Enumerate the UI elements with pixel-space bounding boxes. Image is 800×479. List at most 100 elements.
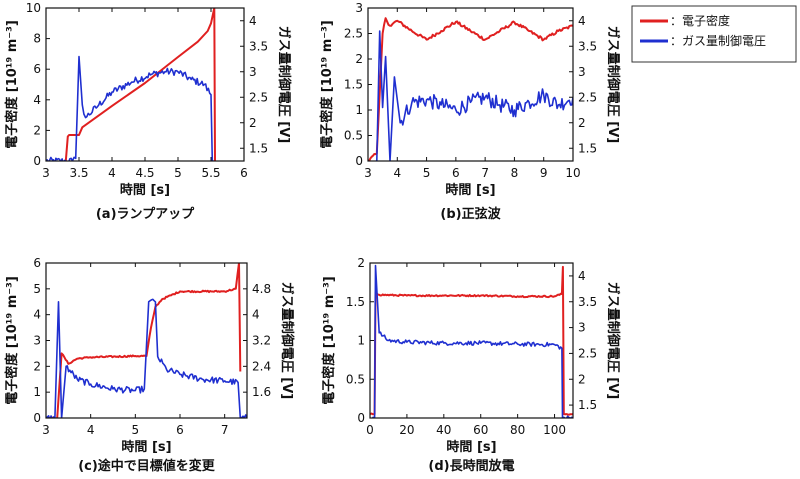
x-tick-label: 10 bbox=[565, 166, 580, 180]
y-axis-title: 電子密度 [10¹⁹ m⁻³] bbox=[319, 20, 335, 149]
x-tick-label: 7 bbox=[481, 166, 489, 180]
y2-tick-label: 4 bbox=[578, 14, 586, 28]
y2-tick-label: 2 bbox=[578, 372, 586, 386]
y2-axis-title: ガス量制御電圧 [V] bbox=[605, 26, 621, 143]
x-tick-label: 40 bbox=[436, 423, 451, 437]
y-tick-label: 0 bbox=[33, 154, 41, 168]
y-tick-label: 1 bbox=[357, 334, 365, 348]
x-tick-label: 5.5 bbox=[201, 166, 220, 180]
y-tick-label: 0.5 bbox=[344, 129, 363, 143]
plot-frame bbox=[369, 262, 574, 419]
y2-tick-label: 1.6 bbox=[252, 385, 271, 399]
y-tick-label: 3 bbox=[355, 1, 363, 15]
legend-label-1: ：ガス量制御電圧 bbox=[670, 33, 766, 48]
legend: ：電子密度 ：ガス量制御電圧 bbox=[631, 5, 797, 63]
x-tick-label: 4 bbox=[108, 166, 116, 180]
x-tick-label: 4 bbox=[393, 166, 401, 180]
y-axis-title: 電子密度 [10¹⁹ m⁻³] bbox=[321, 276, 337, 405]
x-axis-title: 時間 [s] bbox=[446, 439, 496, 455]
y-tick-label: 0 bbox=[357, 411, 365, 425]
x-tick-label: 0 bbox=[366, 423, 374, 437]
y2-tick-label: 3.5 bbox=[578, 295, 597, 309]
y-tick-label: 2 bbox=[33, 123, 41, 137]
x-tick-label: 20 bbox=[399, 423, 414, 437]
x-axis-title: 時間 [s] bbox=[120, 182, 170, 198]
y-axis-title: 電子密度 [10¹⁹ m⁻³] bbox=[4, 276, 20, 405]
y2-tick-label: 4.8 bbox=[252, 282, 271, 296]
y2-tick-label: 1.5 bbox=[578, 398, 597, 412]
y-tick-label: 1 bbox=[33, 385, 41, 399]
y2-tick-label: 2.4 bbox=[252, 359, 271, 373]
y2-axis-title: ガス量制御電圧 [V] bbox=[605, 282, 621, 399]
y-tick-label: 3 bbox=[33, 334, 41, 348]
x-tick-label: 5 bbox=[423, 166, 431, 180]
y2-axis-title: ガス量制御電圧 [V] bbox=[279, 282, 295, 399]
x-tick-label: 4.5 bbox=[135, 166, 154, 180]
x-tick-label: 5 bbox=[174, 166, 182, 180]
series-line-1 bbox=[46, 55, 218, 161]
chart-panel-2: 3 4 5 6 7 0 1 2 3 4 5 6 1.6 2.4 3.2 4 4.8 時間 [s] 電子密度 [10¹… bbox=[4, 256, 295, 474]
y2-axis-title: ガス量制御電圧 [V] bbox=[276, 26, 292, 143]
x-tick-label: 6 bbox=[176, 423, 184, 437]
x-tick-label: 5 bbox=[132, 423, 140, 437]
x-tick-label: 3 bbox=[42, 423, 50, 437]
y2-tick-label: 2 bbox=[249, 116, 257, 130]
x-tick-label: 80 bbox=[510, 423, 525, 437]
y-tick-label: 8 bbox=[33, 32, 41, 46]
x-tick-label: 6 bbox=[240, 166, 248, 180]
y-tick-label: 0.5 bbox=[346, 372, 365, 386]
y2-tick-label: 3.5 bbox=[578, 39, 597, 53]
y2-tick-label: 3 bbox=[249, 65, 257, 79]
y-tick-label: 2.5 bbox=[344, 27, 363, 41]
x-tick-label: 60 bbox=[473, 423, 488, 437]
y-tick-label: 1.5 bbox=[344, 78, 363, 92]
chart-panel-0: 3 3.5 4 4.5 5 5.5 6 0 2 4 6 8 10 1.5 2 2.5 3 3.5 4 時間 [s] 電子… bbox=[4, 1, 292, 222]
y-tick-label: 2 bbox=[357, 256, 365, 270]
x-tick-label: 100 bbox=[543, 423, 566, 437]
y-tick-label: 5 bbox=[33, 282, 41, 296]
chart-caption: (d)長時間放電 bbox=[428, 458, 514, 474]
y2-tick-label: 1.5 bbox=[249, 141, 268, 155]
legend-label-0: ：電子密度 bbox=[670, 13, 730, 28]
x-tick-label: 7 bbox=[221, 423, 229, 437]
chart-caption: (a)ランプアップ bbox=[96, 207, 195, 222]
x-axis-title: 時間 [s] bbox=[445, 182, 495, 198]
y-tick-label: 10 bbox=[26, 1, 41, 15]
series-line-0 bbox=[64, 8, 216, 161]
y-tick-label: 2 bbox=[33, 359, 41, 373]
series-line-1 bbox=[368, 30, 573, 161]
y-tick-label: 4 bbox=[33, 308, 41, 322]
y2-tick-label: 2.5 bbox=[578, 90, 597, 104]
y2-tick-label: 3 bbox=[578, 65, 586, 79]
x-tick-label: 8 bbox=[511, 166, 519, 180]
chart-caption: (c)途中で目標値を変更 bbox=[78, 458, 216, 474]
x-tick-label: 3.5 bbox=[69, 166, 88, 180]
y-axis-title: 電子密度 [10¹⁹ m⁻³] bbox=[4, 20, 20, 149]
y2-tick-label: 4 bbox=[578, 269, 586, 283]
chart-panel-1: 3 4 5 6 7 8 9 10 0 0.5 1 1.5 2 2.5 3 1.5 2 2.5 3 3.5 4 時間 [s]… bbox=[319, 1, 621, 222]
y2-tick-label: 2.5 bbox=[249, 90, 268, 104]
x-tick-label: 3 bbox=[42, 166, 50, 180]
series-line-0 bbox=[370, 265, 573, 416]
chart-panel-3: 0 20 40 60 80 100 0 0.5 1 1.5 2 1.5 2 2.5 3 3.5 4 時間 [s] 電… bbox=[321, 256, 621, 474]
y-tick-label: 2 bbox=[355, 52, 363, 66]
x-tick-label: 6 bbox=[452, 166, 460, 180]
series-line-1 bbox=[370, 264, 573, 418]
y2-tick-label: 2.5 bbox=[578, 346, 597, 360]
chart-caption: (b)正弦波 bbox=[440, 206, 501, 222]
y-tick-label: 6 bbox=[33, 256, 41, 270]
series-line-1 bbox=[46, 298, 247, 418]
x-tick-label: 3 bbox=[364, 166, 372, 180]
y2-tick-label: 4 bbox=[249, 14, 257, 28]
y2-tick-label: 2 bbox=[578, 116, 586, 130]
y-tick-label: 1.5 bbox=[346, 295, 365, 309]
y-tick-label: 1 bbox=[355, 103, 363, 117]
y2-tick-label: 3.2 bbox=[252, 334, 271, 348]
y2-tick-label: 3.5 bbox=[249, 39, 268, 53]
x-axis-title: 時間 [s] bbox=[121, 439, 171, 455]
y-tick-label: 0 bbox=[33, 411, 41, 425]
legend-box bbox=[631, 5, 797, 63]
y2-tick-label: 3 bbox=[578, 321, 586, 335]
y2-tick-label: 4 bbox=[252, 308, 260, 322]
